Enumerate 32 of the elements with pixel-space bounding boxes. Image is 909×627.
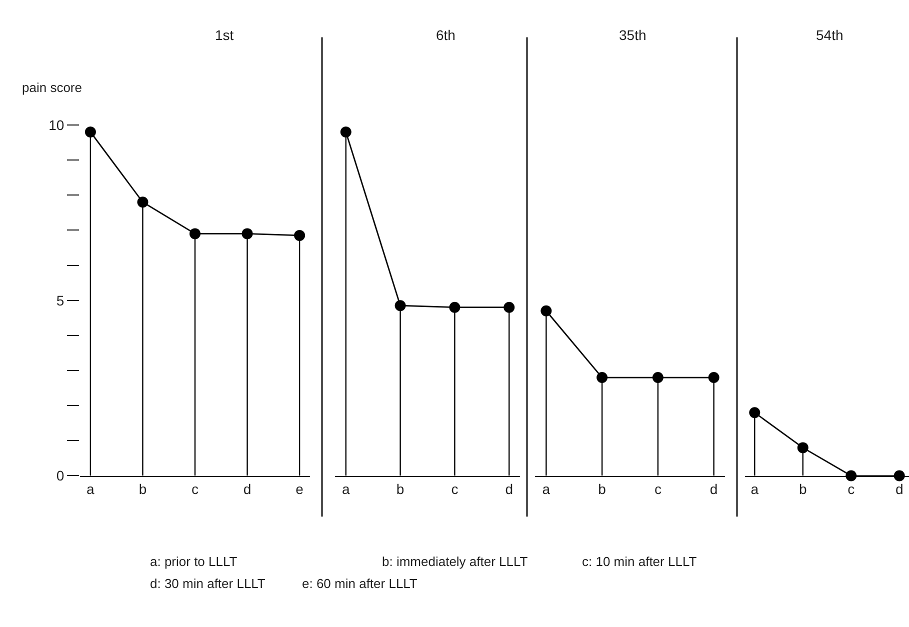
point	[84, 126, 96, 138]
chart-title: 54th	[816, 27, 844, 43]
y-tick-label: 0	[56, 468, 64, 484]
y-axis-title: pain score	[22, 80, 82, 95]
y-tick-label: 5	[56, 292, 64, 308]
text: e: 60 min after LLLT	[302, 576, 418, 591]
x-tick-label: c	[451, 480, 458, 497]
x-tick-label: c	[192, 480, 198, 497]
text: d: 30 min after LLLT	[150, 576, 266, 591]
x-tick-label: d	[243, 480, 252, 497]
x-tick-label: a	[750, 480, 759, 497]
x-tick-label: a	[342, 480, 350, 497]
x-tick-label: c	[654, 480, 662, 497]
x-tick-label: d	[505, 480, 514, 497]
x-tick-label: e	[296, 480, 304, 497]
x-tick-label: b	[598, 480, 606, 497]
text: b: immediately after LLLT	[382, 554, 528, 569]
x-tick-label: b	[396, 480, 404, 497]
x-tick-label: a	[86, 480, 95, 497]
chart-title: 6th	[436, 27, 456, 43]
chart-title: 35th	[619, 27, 646, 43]
text: a: prior to LLLT	[150, 554, 238, 569]
x-tick-label: a	[542, 480, 550, 497]
x-tick-label: b	[798, 480, 807, 497]
x-tick-label: d	[710, 480, 718, 497]
point	[294, 230, 306, 241]
x-tick-label: d	[895, 480, 904, 497]
x-tick-label: b	[138, 480, 147, 497]
chart-title: 1st	[215, 27, 234, 43]
x-tick-label: c	[848, 480, 855, 497]
y-tick-label: 10	[48, 116, 64, 133]
text: c: 10 min after LLLT	[582, 554, 697, 569]
